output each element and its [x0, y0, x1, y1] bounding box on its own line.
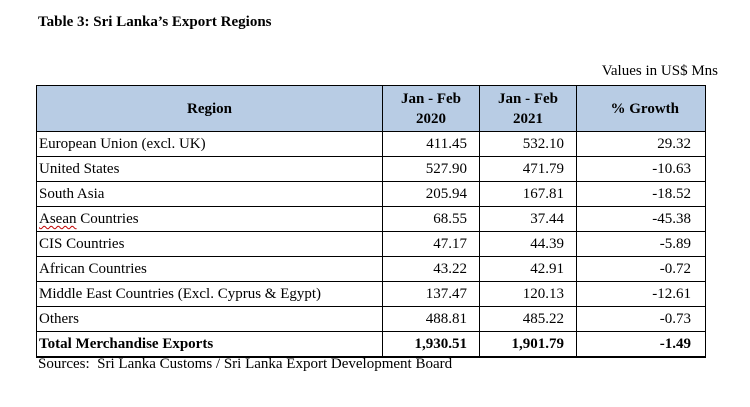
growth-cell: -0.72 [576, 256, 706, 282]
table-row: Middle East Countries (Excl. Cyprus & Eg… [36, 281, 706, 307]
table-row: Others 488.81 485.22 -0.73 [36, 306, 706, 332]
header-2021-year: 2021 [513, 110, 543, 127]
spellcheck-marked-word: Asean [39, 211, 77, 227]
value-2021-cell: 471.79 [479, 156, 577, 182]
table-row: United States 527.90 471.79 -10.63 [36, 156, 706, 182]
header-2020: Jan - Feb 2020 [382, 85, 480, 132]
region-cell: South Asia [36, 181, 383, 207]
value-2020-cell: 137.47 [382, 281, 480, 307]
region-cell: Asean Countries [36, 206, 383, 232]
table-row: European Union (excl. UK) 411.45 532.10 … [36, 131, 706, 157]
value-2020-cell: 527.90 [382, 156, 480, 182]
growth-cell: -0.73 [576, 306, 706, 332]
units-note: Values in US$ Mns [601, 63, 718, 79]
growth-cell: -10.63 [576, 156, 706, 182]
value-2021-cell: 120.13 [479, 281, 577, 307]
table-row: Asean Countries 68.55 37.44 -45.38 [36, 206, 706, 232]
header-2020-year: 2020 [416, 110, 446, 127]
growth-cell: -18.52 [576, 181, 706, 207]
growth-cell: -5.89 [576, 231, 706, 257]
header-2021-period: Jan - Feb [498, 90, 558, 107]
table-body: European Union (excl. UK) 411.45 532.10 … [36, 131, 706, 358]
value-2021-cell: 485.22 [479, 306, 577, 332]
growth-cell: -45.38 [576, 206, 706, 232]
region-cell-rest: Countries [76, 211, 139, 227]
total-2020-cell: 1,930.51 [382, 331, 480, 358]
table-header: Region Jan - Feb 2020 Jan - Feb 2021 % G… [36, 85, 706, 132]
value-2021-cell: 37.44 [479, 206, 577, 232]
table-row: CIS Countries 47.17 44.39 -5.89 [36, 231, 706, 257]
total-row: Total Merchandise Exports 1,930.51 1,901… [36, 331, 706, 358]
value-2020-cell: 411.45 [382, 131, 480, 157]
source-note: Sources: Sri Lanka Customs / Sri Lanka E… [38, 356, 453, 372]
header-2021: Jan - Feb 2021 [479, 85, 577, 132]
value-2020-cell: 68.55 [382, 206, 480, 232]
total-label-cell: Total Merchandise Exports [36, 331, 383, 358]
total-growth-cell: -1.49 [576, 331, 706, 358]
header-row: Region Jan - Feb 2020 Jan - Feb 2021 % G… [36, 85, 706, 132]
region-cell: European Union (excl. UK) [36, 131, 383, 157]
growth-cell: 29.32 [576, 131, 706, 157]
table-title: Table 3: Sri Lanka’s Export Regions [38, 14, 272, 30]
value-2020-cell: 205.94 [382, 181, 480, 207]
value-2021-cell: 167.81 [479, 181, 577, 207]
region-cell: United States [36, 156, 383, 182]
value-2020-cell: 43.22 [382, 256, 480, 282]
header-growth: % Growth [576, 85, 706, 132]
region-cell: CIS Countries [36, 231, 383, 257]
value-2021-cell: 44.39 [479, 231, 577, 257]
region-cell: African Countries [36, 256, 383, 282]
value-2021-cell: 532.10 [479, 131, 577, 157]
region-cell: Others [36, 306, 383, 332]
value-2021-cell: 42.91 [479, 256, 577, 282]
header-region: Region [36, 85, 383, 132]
value-2020-cell: 488.81 [382, 306, 480, 332]
table-row: South Asia 205.94 167.81 -18.52 [36, 181, 706, 207]
header-2020-period: Jan - Feb [401, 90, 461, 107]
table-row: African Countries 43.22 42.91 -0.72 [36, 256, 706, 282]
value-2020-cell: 47.17 [382, 231, 480, 257]
export-regions-table: Region Jan - Feb 2020 Jan - Feb 2021 % G… [36, 85, 706, 358]
region-cell: Middle East Countries (Excl. Cyprus & Eg… [36, 281, 383, 307]
growth-cell: -12.61 [576, 281, 706, 307]
total-2021-cell: 1,901.79 [479, 331, 577, 358]
